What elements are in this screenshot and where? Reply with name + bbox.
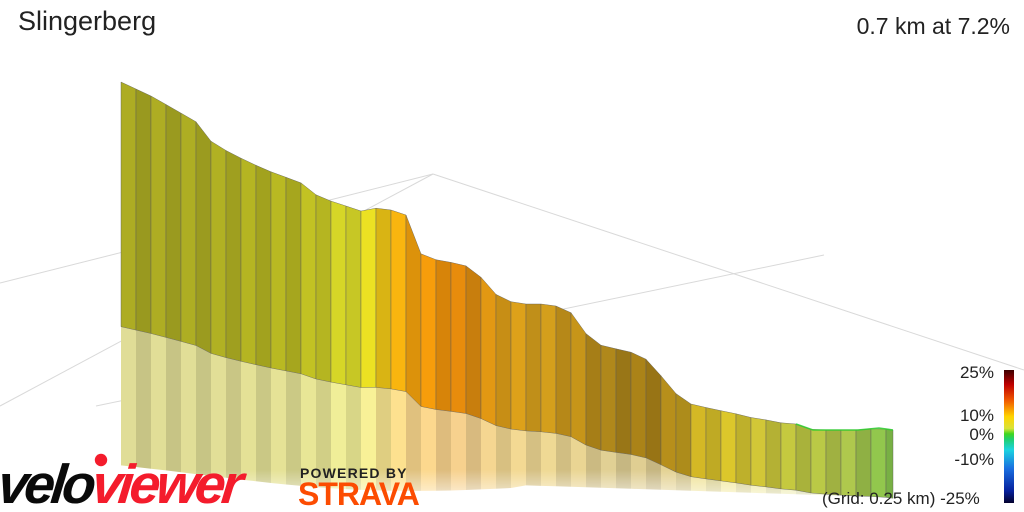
svg-text:velo: velo	[0, 453, 98, 512]
svg-text:STRAVA: STRAVA	[298, 476, 420, 512]
svg-text:viewer: viewer	[89, 453, 249, 512]
